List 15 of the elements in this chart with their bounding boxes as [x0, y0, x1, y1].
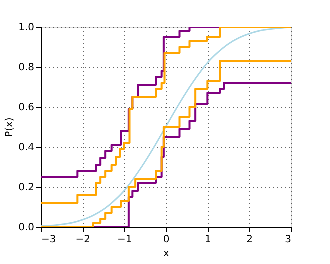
y-tick-label: 0.8 [18, 62, 34, 74]
x-tick-label: −3 [42, 234, 56, 246]
y-tick-label: 1.0 [18, 22, 34, 34]
x-tick-label: −2 [76, 234, 91, 246]
y-tick-label: 0.6 [18, 102, 34, 114]
y-tick-label: 0.4 [18, 142, 34, 154]
x-axis-title: x [164, 248, 170, 260]
y-tick-label: 0.2 [18, 182, 34, 194]
x-tick-label: 2 [246, 234, 254, 246]
x-tick-label: 1 [204, 234, 212, 246]
x-tick-label: 3 [285, 234, 292, 246]
x-tick-label: −1 [117, 234, 132, 246]
y-axis-title: P(x) [4, 118, 16, 138]
y-tick-label: 0.0 [18, 222, 34, 234]
x-tick-label: 0 [163, 234, 170, 246]
